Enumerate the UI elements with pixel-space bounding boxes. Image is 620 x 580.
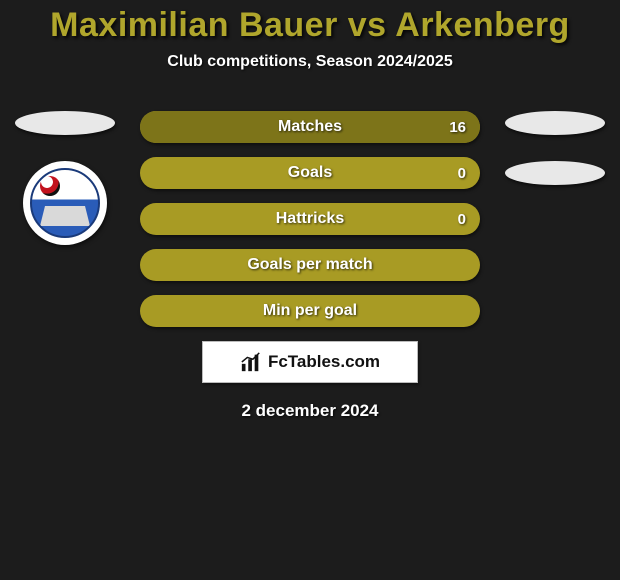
- stat-bar: Matches 16: [140, 111, 480, 143]
- stat-label: Matches: [278, 118, 342, 136]
- stat-label: Min per goal: [263, 302, 357, 320]
- club-badge: [23, 161, 107, 245]
- right-player-col: [500, 111, 610, 211]
- club-ball-icon: [40, 176, 60, 196]
- date-text: 2 december 2024: [241, 401, 378, 420]
- left-player-col: [10, 111, 120, 245]
- club-badge-inner: [30, 168, 100, 238]
- stat-right-value: 0: [458, 165, 466, 182]
- stat-label: Goals per match: [247, 256, 372, 274]
- comparison-content: Matches 16 Goals 0 Hattricks 0 Goals per match…: [0, 111, 620, 421]
- stat-bar: Hattricks 0: [140, 203, 480, 235]
- stat-bar: Goals 0: [140, 157, 480, 189]
- right-player-ellipse-1: [505, 111, 605, 135]
- stat-right-value: 0: [458, 211, 466, 228]
- title-text: Maximilian Bauer vs Arkenberg: [50, 6, 570, 44]
- stat-label: Goals: [288, 164, 332, 182]
- stat-bar: Min per goal: [140, 295, 480, 327]
- brand-box: FcTables.com: [202, 341, 418, 383]
- subtitle: Club competitions, Season 2024/2025: [0, 53, 620, 71]
- date-label: 2 december 2024: [0, 401, 620, 421]
- stat-label: Hattricks: [276, 210, 344, 228]
- page-title: Maximilian Bauer vs Arkenberg: [0, 0, 620, 45]
- left-player-ellipse: [15, 111, 115, 135]
- stat-bar: Goals per match: [140, 249, 480, 281]
- stat-bars: Matches 16 Goals 0 Hattricks 0 Goals per match…: [140, 111, 480, 327]
- stat-right-value: 16: [449, 119, 466, 136]
- brand-text: FcTables.com: [268, 352, 380, 372]
- bar-chart-icon: [240, 351, 262, 373]
- subtitle-text: Club competitions, Season 2024/2025: [167, 53, 452, 70]
- right-player-ellipse-2: [505, 161, 605, 185]
- club-stadium-icon: [40, 206, 90, 226]
